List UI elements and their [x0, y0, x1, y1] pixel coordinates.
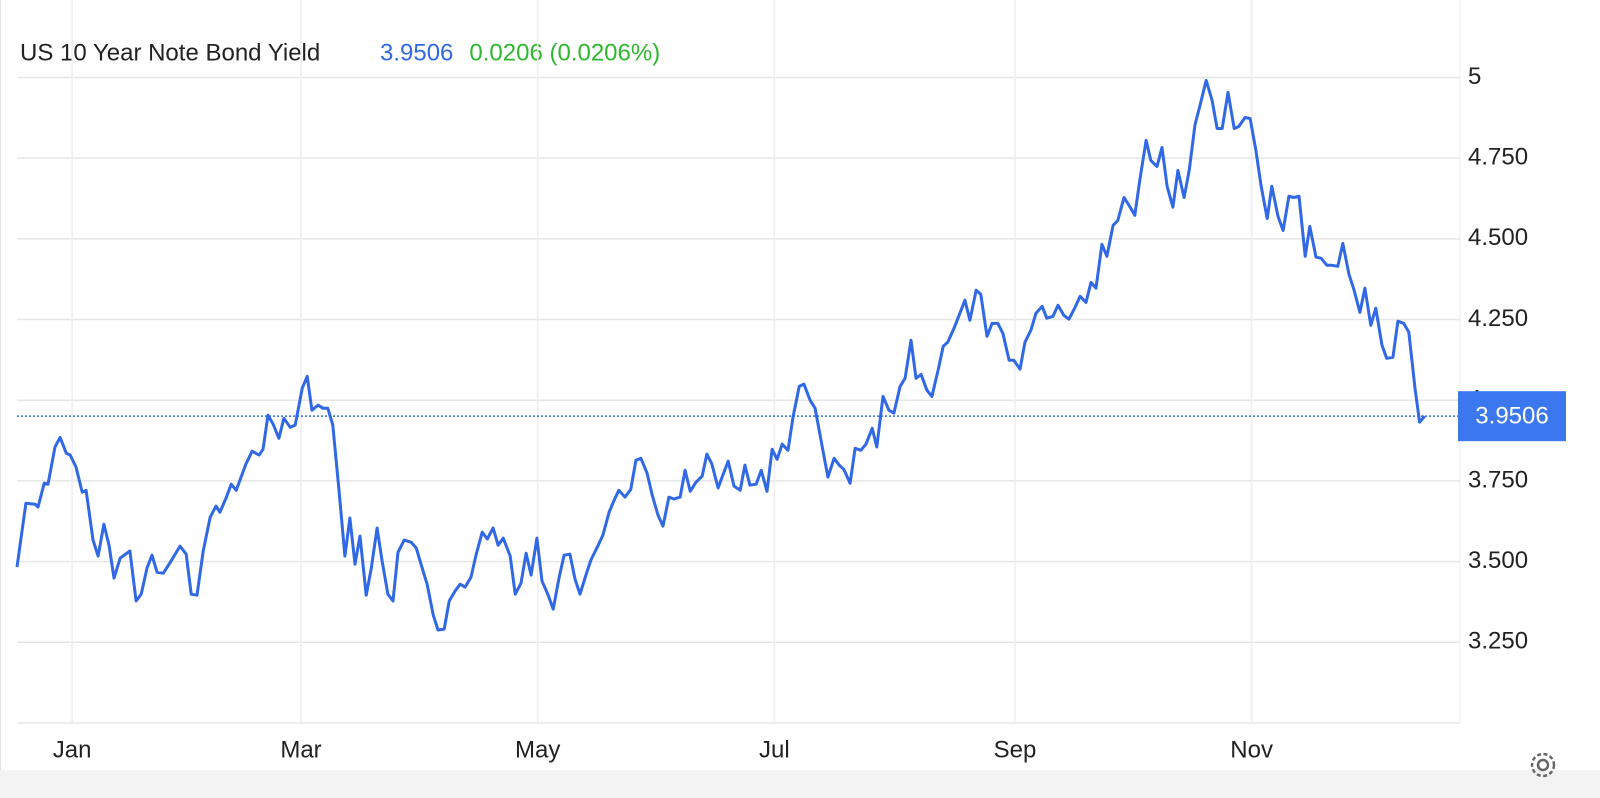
current-price: 3.9506 [380, 39, 453, 66]
x-tick-label: Sep [994, 736, 1037, 763]
chart-title: US 10 Year Note Bond Yield [20, 39, 320, 66]
y-tick-label: 4.500 [1468, 224, 1528, 251]
settings-icon[interactable] [1530, 752, 1556, 778]
y-tick-label: 4.250 [1468, 305, 1528, 332]
price-change: 0.0206 (0.0206%) [469, 39, 660, 66]
y-tick-label: 5 [1468, 63, 1481, 90]
footer-strip [0, 770, 1600, 798]
y-tick-label: 3.750 [1468, 466, 1528, 493]
y-tick-label: 3.500 [1468, 547, 1528, 574]
x-tick-label: Mar [280, 736, 321, 763]
x-tick-label: Nov [1230, 736, 1273, 763]
y-tick-label: 4.750 [1468, 144, 1528, 171]
price-tag [1458, 391, 1566, 442]
price-line [15, 78, 1426, 632]
y-tick-label: 3.250 [1468, 628, 1528, 655]
price-tag-label: 3.9506 [1475, 403, 1548, 430]
x-tick-label: Jul [759, 736, 790, 763]
x-tick-label: Jan [53, 736, 92, 763]
x-tick-label: May [515, 736, 560, 763]
